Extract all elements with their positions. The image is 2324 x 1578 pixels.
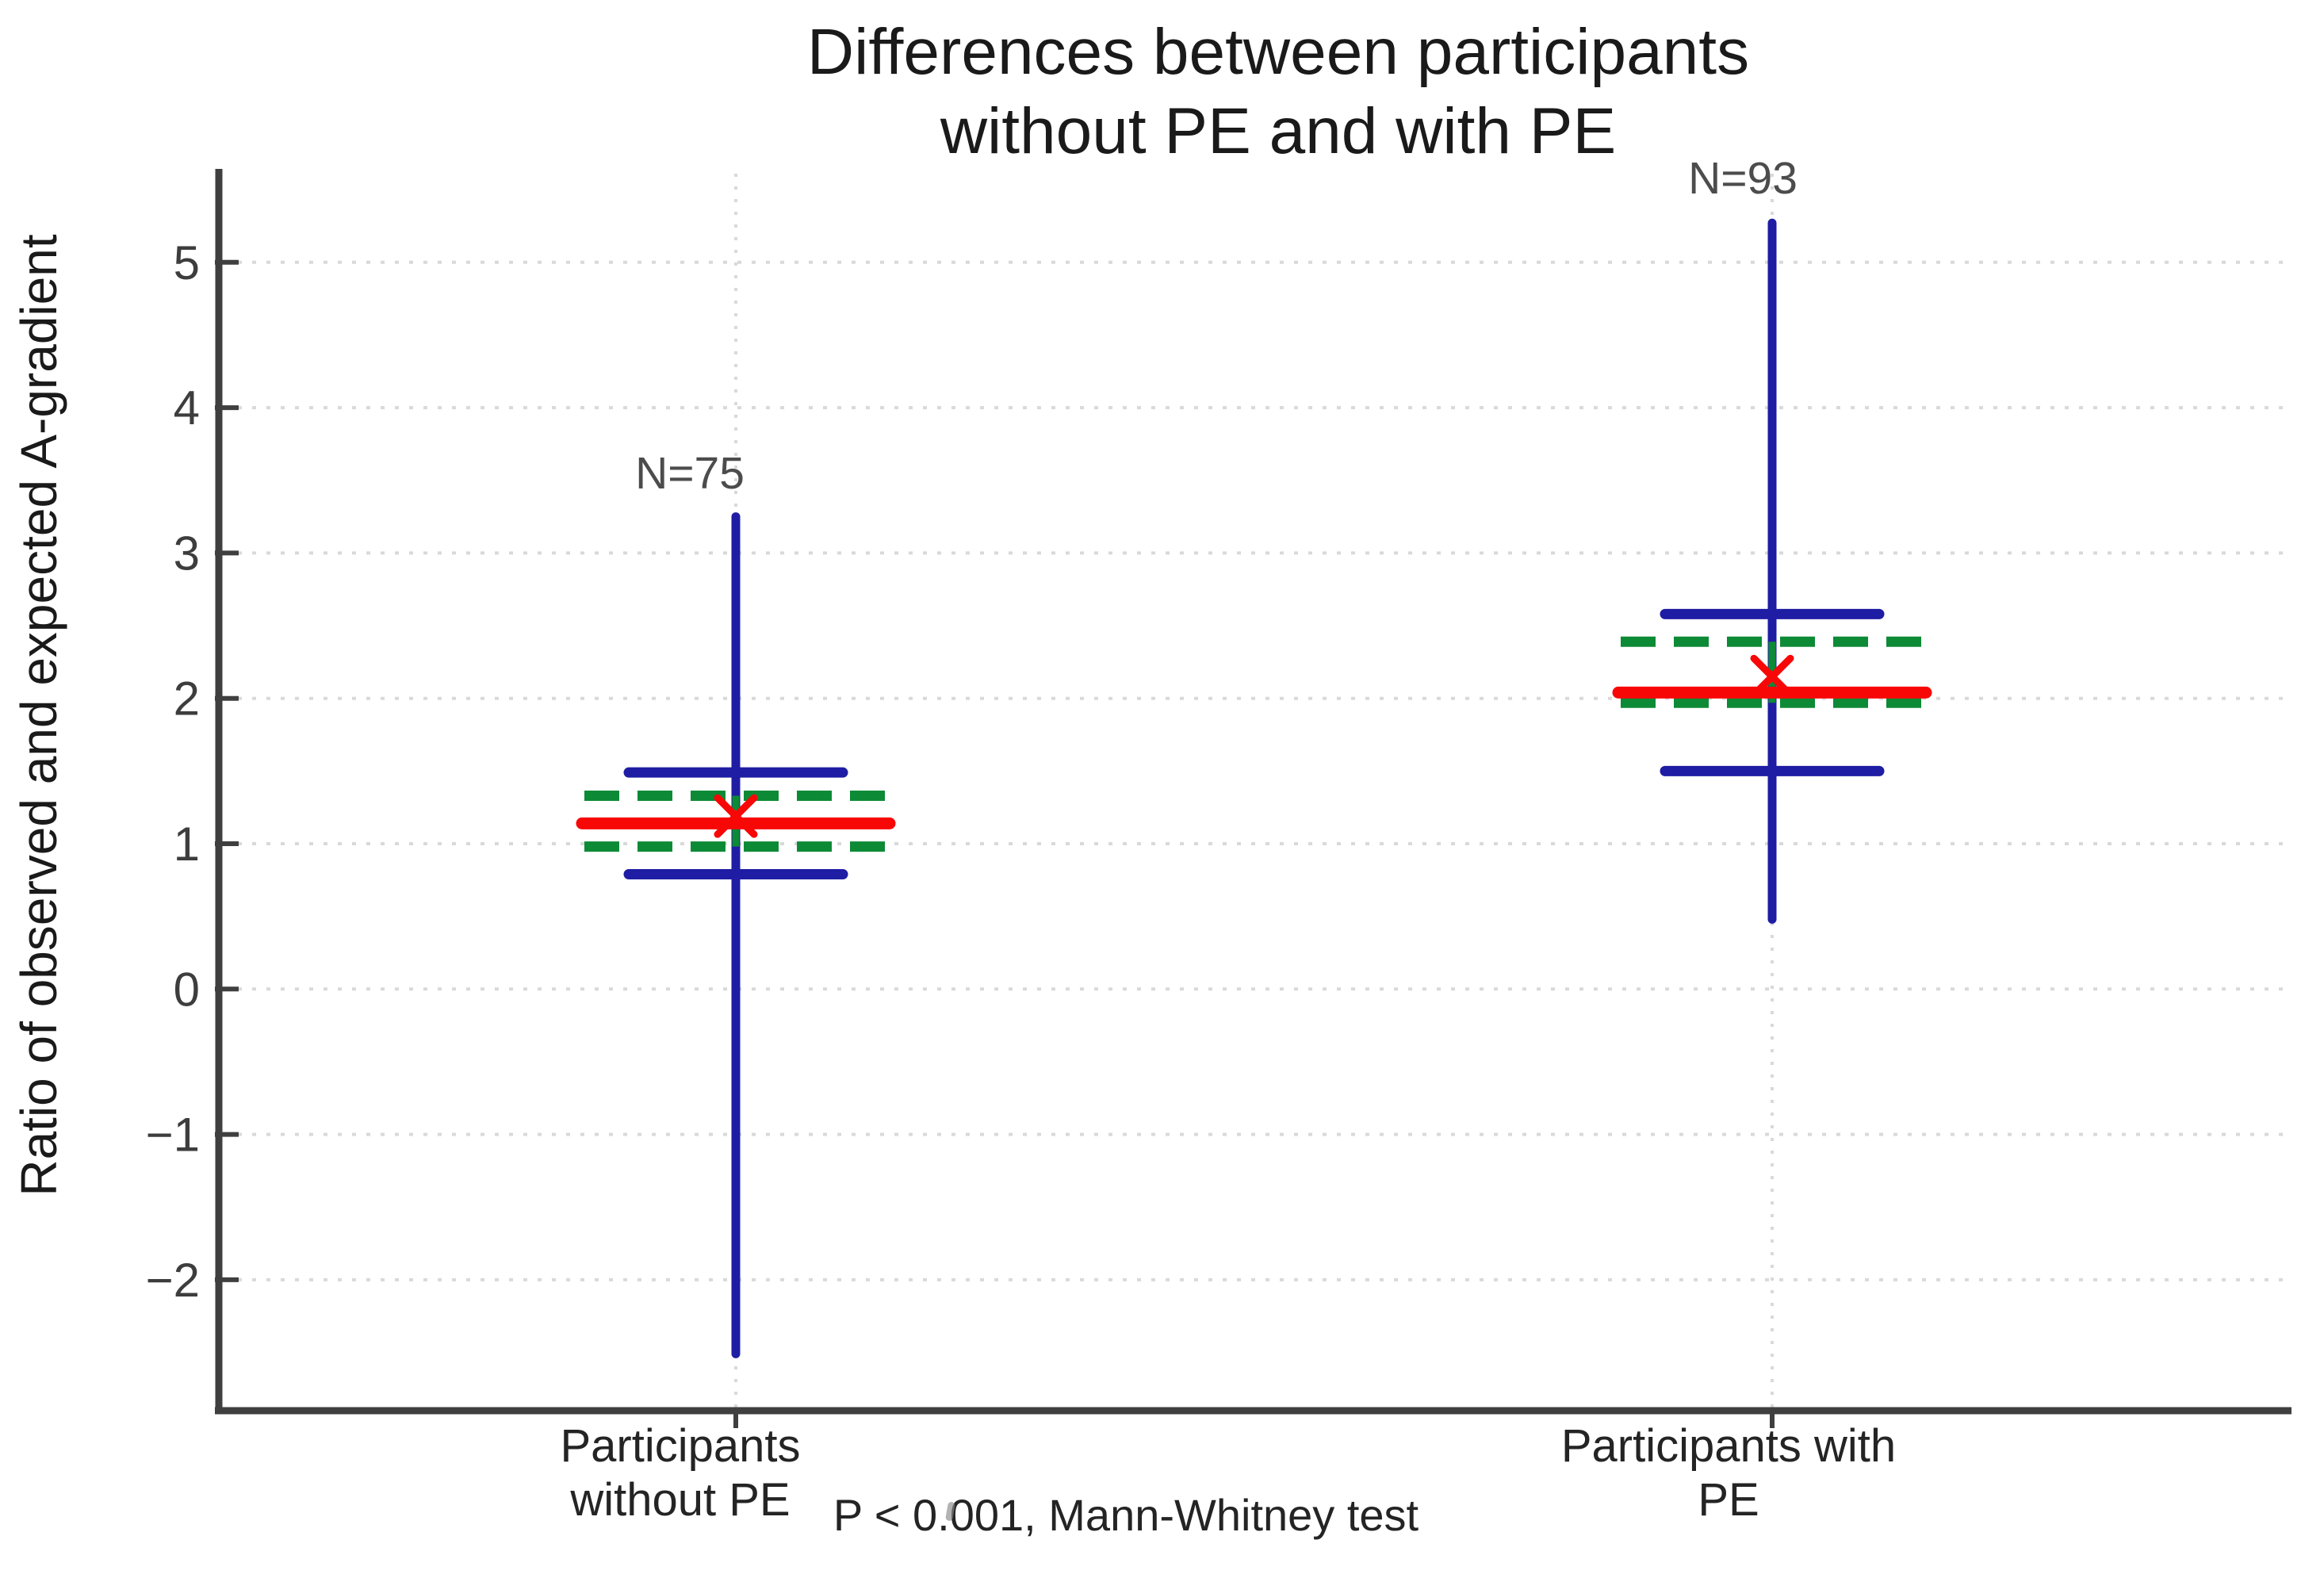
y-tick-label: 4 — [174, 381, 200, 435]
group1-category-label: Participants without PE — [379, 1419, 982, 1527]
chart-title-line2: without PE and with PE — [940, 95, 1617, 167]
group1-category-label-line1: Participants — [560, 1420, 801, 1472]
y-tick-label: 3 — [174, 527, 200, 580]
y-tick-label: 2 — [174, 672, 200, 726]
group1-category-label-line2: without PE — [570, 1474, 791, 1526]
group2-category-label: Participants with PE — [1427, 1419, 2030, 1527]
mean-marker — [1750, 654, 1794, 699]
y-tick-label: −2 — [146, 1254, 200, 1307]
y-tick-label: 1 — [174, 818, 200, 871]
p-value-annotation: P < 0.001, Mann-Whitney test — [833, 1490, 1419, 1540]
y-tick-label: −1 — [146, 1109, 200, 1162]
y-axis-label: Ratio of observed and expected A-gradien… — [10, 234, 67, 1197]
group2-n-label: N=93 — [1688, 153, 1798, 204]
mean-marker — [714, 794, 758, 838]
group2-category-label-line1: Participants with — [1560, 1420, 1897, 1472]
chart-title-line1: Differences between participants — [806, 16, 1750, 88]
group2-category-label-line2: PE — [1698, 1474, 1759, 1526]
y-tick-label: 5 — [174, 236, 200, 289]
group1-n-label: N=75 — [635, 448, 745, 499]
chart-title: Differences between participants without… — [644, 13, 1912, 171]
y-tick-label: 0 — [174, 963, 200, 1016]
